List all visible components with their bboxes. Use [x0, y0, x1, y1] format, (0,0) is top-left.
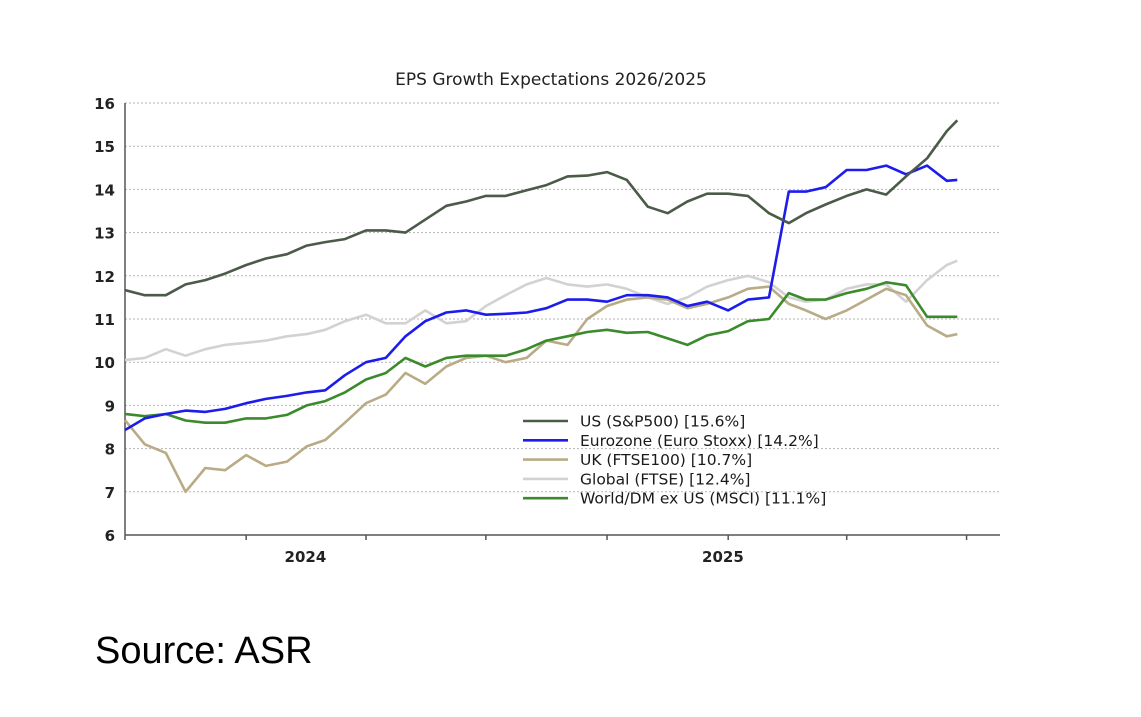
legend: US (S&P500) [15.6%]Eurozone (Euro Stoxx)… — [523, 413, 826, 508]
chart-title: EPS Growth Expectations 2026/2025 — [395, 70, 707, 90]
x-tick-label: 2024 — [285, 548, 327, 566]
series-line — [123, 285, 958, 494]
series-line — [124, 164, 958, 432]
series-line — [124, 280, 958, 425]
y-tick-label: 13 — [94, 225, 115, 243]
source-caption: Source: ASR — [95, 630, 313, 672]
y-tick-label: 11 — [94, 311, 115, 329]
legend-label: Eurozone (Euro Stoxx) [14.2%] — [580, 432, 819, 450]
y-axis: 6 7 8 9 10 11 12 13 14 15 16 — [94, 95, 115, 545]
legend-label: US (S&P500) [15.6%] — [580, 413, 745, 431]
y-tick-label: 9 — [105, 397, 115, 415]
legend-label: Global (FTSE) [12.4%] — [580, 470, 750, 488]
x-tick-label: 2025 — [702, 548, 744, 566]
y-tick-label: 15 — [94, 138, 115, 156]
legend-label: UK (FTSE100) [10.7%] — [580, 451, 752, 469]
y-tick-label: 8 — [105, 441, 115, 459]
y-tick-label: 6 — [105, 527, 115, 545]
y-tick-label: 14 — [94, 181, 115, 199]
x-axis: 2024 2025 — [124, 103, 1000, 566]
legend-label: World/DM ex US (MSCI) [11.1%] — [580, 490, 826, 508]
series-lines — [123, 119, 959, 494]
gridlines — [125, 102, 1000, 493]
y-tick-label: 7 — [105, 484, 115, 502]
y-tick-label: 10 — [94, 354, 115, 372]
series-line — [124, 119, 959, 297]
y-tick-label: 12 — [94, 268, 115, 286]
y-tick-label: 16 — [94, 95, 115, 113]
